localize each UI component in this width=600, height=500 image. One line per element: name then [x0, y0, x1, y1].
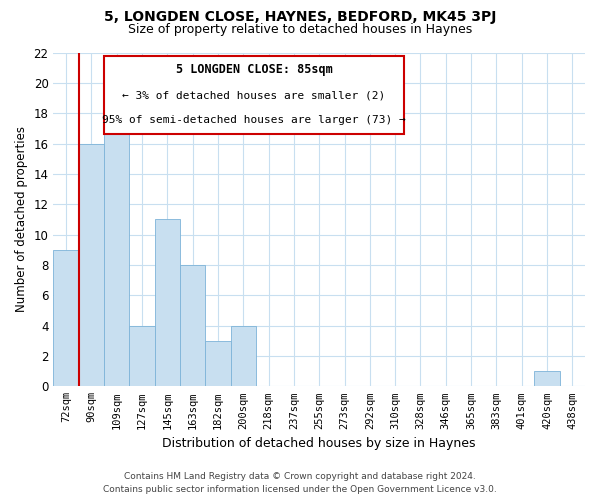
- Bar: [230, 326, 256, 386]
- Bar: [205, 341, 230, 386]
- Bar: [130, 326, 155, 386]
- Text: Contains HM Land Registry data © Crown copyright and database right 2024.: Contains HM Land Registry data © Crown c…: [124, 472, 476, 481]
- Bar: [79, 144, 104, 386]
- Text: 5, LONGDEN CLOSE, HAYNES, BEDFORD, MK45 3PJ: 5, LONGDEN CLOSE, HAYNES, BEDFORD, MK45 …: [104, 10, 496, 24]
- Bar: [53, 250, 79, 386]
- Text: Contains public sector information licensed under the Open Government Licence v3: Contains public sector information licen…: [103, 485, 497, 494]
- Text: Size of property relative to detached houses in Haynes: Size of property relative to detached ho…: [128, 22, 472, 36]
- Bar: [180, 265, 205, 386]
- Y-axis label: Number of detached properties: Number of detached properties: [15, 126, 28, 312]
- X-axis label: Distribution of detached houses by size in Haynes: Distribution of detached houses by size …: [163, 437, 476, 450]
- FancyBboxPatch shape: [104, 56, 404, 134]
- Text: ← 3% of detached houses are smaller (2): ← 3% of detached houses are smaller (2): [122, 90, 386, 100]
- Bar: [535, 371, 560, 386]
- Text: 5 LONGDEN CLOSE: 85sqm: 5 LONGDEN CLOSE: 85sqm: [176, 64, 332, 76]
- Bar: [155, 220, 180, 386]
- Text: 95% of semi-detached houses are larger (73) →: 95% of semi-detached houses are larger (…: [102, 115, 406, 125]
- Bar: [104, 113, 130, 386]
